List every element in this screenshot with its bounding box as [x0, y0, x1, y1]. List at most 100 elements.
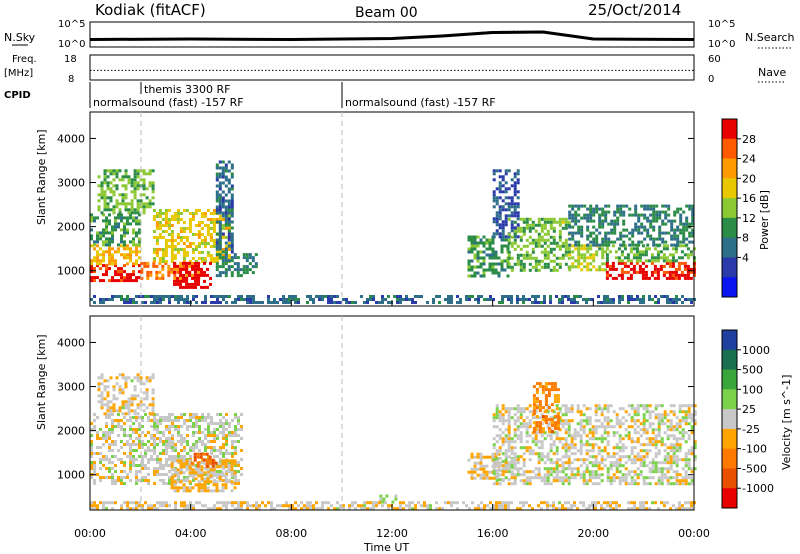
heatmap-cell	[90, 440, 93, 443]
heatmap-cell	[690, 416, 694, 420]
heatmap-cell	[561, 479, 565, 483]
heatmap-cell	[651, 410, 655, 414]
heatmap-cell	[580, 225, 584, 229]
heatmap-cell	[96, 216, 99, 220]
heatmap-cell	[594, 425, 598, 429]
heatmap-cell	[156, 470, 159, 473]
heatmap-cell	[224, 480, 228, 484]
heatmap-cell	[568, 210, 572, 214]
heatmap-cell	[99, 267, 102, 271]
heatmap-cell	[237, 479, 240, 482]
heatmap-cell	[486, 298, 489, 301]
heatmap-cell	[120, 279, 123, 283]
heatmap-cell	[639, 455, 643, 459]
heatmap-cell	[385, 494, 389, 498]
heatmap-cell	[672, 458, 676, 462]
heatmap-cell	[118, 391, 122, 395]
heatmap-cell	[492, 235, 496, 239]
heatmap-cell	[615, 443, 619, 447]
heatmap-cell	[480, 501, 483, 505]
heatmap-cell	[218, 256, 222, 260]
heatmap-cell	[312, 298, 315, 301]
heatmap-cell	[595, 210, 599, 214]
heatmap-cell	[170, 486, 174, 490]
heatmap-cell	[669, 476, 673, 480]
heatmap-cell	[516, 214, 520, 218]
heatmap-cell	[198, 437, 201, 440]
heatmap-cell	[600, 507, 603, 511]
heatmap-cell	[112, 208, 116, 212]
heatmap-cell	[230, 250, 234, 254]
heatmap-cell	[552, 467, 556, 471]
heatmap-cell	[516, 259, 520, 263]
heatmap-cell	[485, 476, 489, 480]
heatmap-cell	[162, 482, 165, 485]
heatmap-cell	[654, 434, 658, 438]
heatmap-cell	[291, 298, 294, 301]
heatmap-cell	[672, 476, 676, 480]
heatmap-cell	[513, 226, 517, 230]
heatmap-cell	[485, 247, 489, 251]
heatmap-cell	[197, 264, 200, 268]
heatmap-cell	[591, 431, 595, 435]
heatmap-cell	[145, 172, 149, 176]
heatmap-cell	[648, 404, 652, 408]
heatmap-cell	[598, 243, 602, 247]
heatmap-cell	[609, 476, 613, 480]
heatmap-cell	[168, 431, 171, 434]
heatmap-cell	[597, 476, 601, 480]
heatmap-cell	[531, 470, 535, 474]
heatmap-cell	[636, 507, 639, 511]
heatmap-cell	[479, 461, 483, 465]
heatmap-cell	[201, 504, 204, 508]
heatmap-cell	[218, 205, 222, 209]
heatmap-cell	[117, 213, 120, 217]
heatmap-cell	[534, 268, 538, 272]
heatmap-cell	[339, 301, 342, 304]
heatmap-cell	[522, 407, 526, 411]
heatmap-cell	[221, 250, 225, 254]
heatmap-cell	[479, 241, 483, 245]
heatmap-cell	[600, 437, 604, 441]
heatmap-cell	[675, 440, 679, 444]
heatmap-cell	[666, 295, 669, 298]
heatmap-cell	[135, 243, 138, 247]
heatmap-cell	[126, 262, 129, 266]
heatmap-cell	[606, 452, 610, 456]
heatmap-cell	[678, 437, 682, 441]
heatmap-cell	[224, 486, 228, 490]
heatmap-cell	[639, 298, 642, 301]
heatmap-cell	[501, 184, 505, 188]
heatmap-cell	[369, 298, 372, 301]
heatmap-cell	[669, 446, 673, 450]
heatmap-cell	[561, 467, 565, 471]
heatmap-cell	[147, 416, 150, 419]
heatmap-cell	[655, 243, 659, 247]
heatmap-cell	[158, 257, 162, 260]
heatmap-cell	[574, 204, 578, 208]
heatmap-cell	[612, 479, 616, 483]
heatmap-cell	[656, 273, 660, 277]
heatmap-cell	[549, 470, 553, 474]
heatmap-cell	[495, 476, 499, 480]
heatmap-cell	[618, 407, 622, 411]
heatmap-cell	[179, 471, 183, 475]
heatmap-cell	[498, 223, 502, 227]
heatmap-cell	[552, 247, 556, 251]
heatmap-cell	[558, 244, 562, 248]
heatmap-cell	[513, 419, 517, 423]
heatmap-cell	[632, 267, 636, 271]
heatmap-cell	[532, 385, 536, 389]
heatmap-cell	[168, 413, 171, 416]
heatmap-cell	[476, 256, 480, 260]
heatmap-cell	[516, 178, 520, 182]
heatmap-cell	[93, 279, 96, 283]
heatmap-cell	[558, 507, 561, 511]
heatmap-cell	[213, 437, 216, 440]
heatmap-cell	[492, 458, 496, 462]
heatmap-cell	[237, 507, 240, 511]
heatmap-cell	[159, 419, 162, 422]
heatmap-cell	[227, 217, 231, 221]
heatmap-cell	[450, 298, 453, 301]
heatmap-cell	[507, 241, 511, 245]
